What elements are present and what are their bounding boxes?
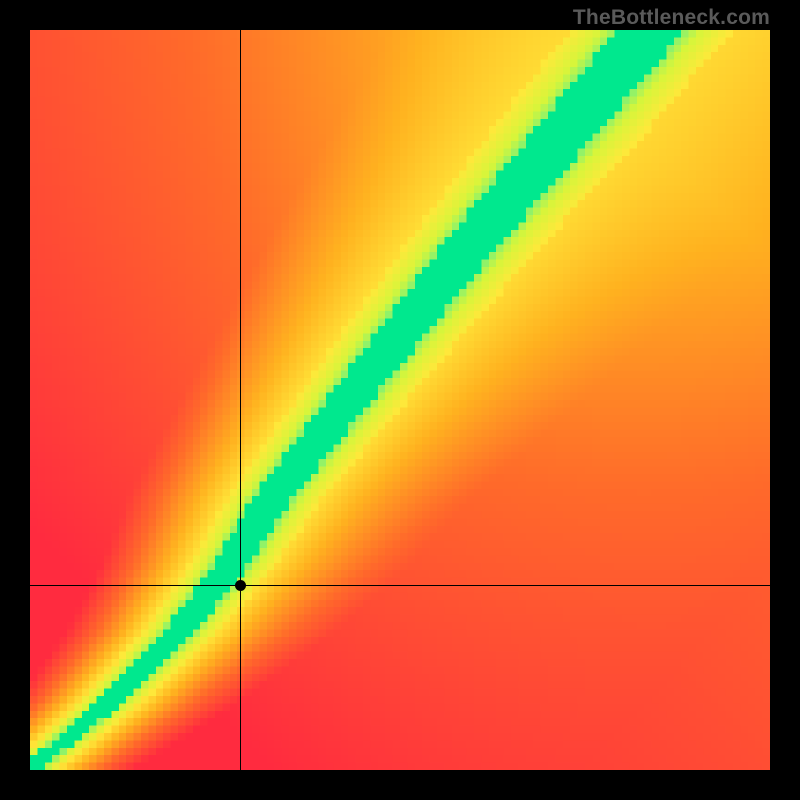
heatmap-plot <box>30 30 770 770</box>
outer-frame: TheBottleneck.com <box>0 0 800 800</box>
heatmap-canvas <box>30 30 770 770</box>
watermark-text: TheBottleneck.com <box>573 6 770 30</box>
